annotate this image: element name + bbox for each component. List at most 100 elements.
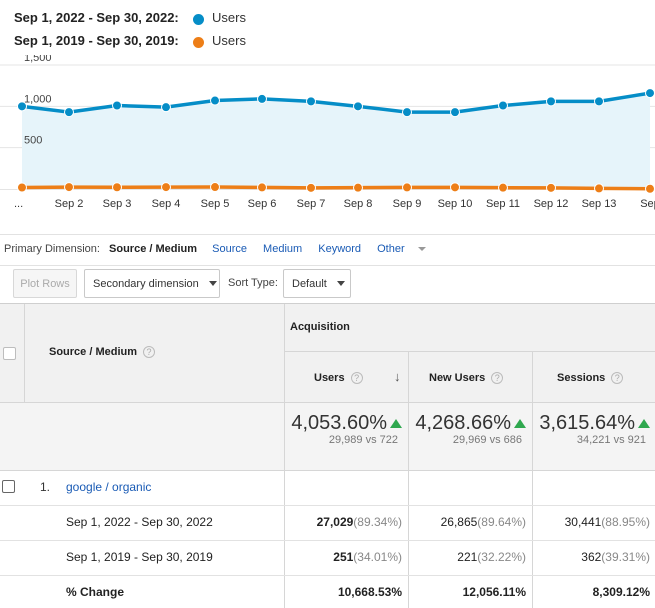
row-index: 1. <box>40 480 51 494</box>
sessions-total-sub: 34,221 vs 921 <box>576 434 646 446</box>
legend-item-current: Sep 1, 2022 - Sep 30, 2022: Users <box>14 10 246 25</box>
data-table: Source / Medium? Acquisition Users? ↓ Ne… <box>0 303 655 608</box>
dimension-source[interactable]: Source <box>212 243 247 255</box>
data-point <box>210 182 220 193</box>
data-point <box>257 93 267 104</box>
divider <box>408 351 409 608</box>
table-cell: 27,029(89.34%) <box>284 515 402 529</box>
divider <box>0 540 655 541</box>
x-tick-label: Sep 8 <box>344 198 373 210</box>
arrow-up-icon <box>638 419 650 429</box>
dimension-medium[interactable]: Medium <box>263 243 303 255</box>
y-tick-label: 500 <box>24 135 42 147</box>
data-point <box>498 100 508 111</box>
sort-type-value: Default <box>292 277 327 290</box>
chevron-down-icon <box>336 281 345 286</box>
primary-dimension-bar: Primary Dimension: Source / Medium Sourc… <box>4 243 446 255</box>
row-checkbox[interactable] <box>2 480 15 493</box>
cell-percent: (32.22%) <box>477 550 526 564</box>
data-point <box>645 88 655 99</box>
data-point <box>64 182 74 193</box>
cell-percent: (34.01%) <box>353 550 402 564</box>
divider <box>0 470 655 471</box>
legend-dot-previous <box>193 37 204 48</box>
cell-percent: (39.31%) <box>601 550 650 564</box>
users-column-label: Users <box>314 372 345 384</box>
help-icon[interactable]: ? <box>143 346 156 359</box>
legend-dot-current <box>193 14 204 25</box>
dimension-other-label: Other <box>377 243 405 255</box>
data-point <box>64 107 74 118</box>
x-tick-label: Sep <box>640 198 655 210</box>
dimension-source-medium[interactable]: Source / Medium <box>109 243 198 255</box>
divider <box>0 505 655 506</box>
data-point <box>112 100 122 111</box>
table-cell: 251(34.01%) <box>284 550 402 564</box>
divider <box>24 304 25 402</box>
data-point <box>17 101 27 112</box>
divider <box>0 575 655 576</box>
sessions-total: 3,615.64% <box>532 412 650 435</box>
legend-range-previous: Sep 1, 2019 - Sep 30, 2019: <box>14 33 179 48</box>
y-tick-label: 1,500 <box>24 55 52 64</box>
sort-descending-icon[interactable]: ↓ <box>394 369 401 384</box>
plot-rows-label: Plot Rows <box>20 277 70 290</box>
x-tick-label: Sep 13 <box>582 198 617 210</box>
source-medium-header[interactable]: Source / Medium? <box>49 346 156 359</box>
help-icon[interactable]: ? <box>491 372 504 385</box>
cell-value: 26,865 <box>440 515 478 529</box>
data-point <box>645 183 655 194</box>
primary-dimension-label: Primary Dimension: <box>4 243 100 255</box>
data-point <box>353 182 363 193</box>
users-column-header[interactable]: Users? <box>314 372 363 385</box>
divider <box>284 351 655 352</box>
cell-percent: (89.64%) <box>477 515 526 529</box>
table-cell: 362(39.31%) <box>532 550 650 564</box>
new-users-total-sub: 29,969 vs 686 <box>452 434 522 446</box>
x-tick-label: ... <box>14 198 23 210</box>
arrow-up-icon <box>390 419 402 429</box>
header-bg <box>0 304 284 402</box>
x-tick-label: Sep 5 <box>201 198 230 210</box>
select-all-checkbox[interactable] <box>3 347 16 360</box>
divider <box>284 304 285 608</box>
cell-percent: (88.95%) <box>601 515 650 529</box>
dimension-keyword[interactable]: Keyword <box>318 243 362 255</box>
users-total-sub: 29,989 vs 722 <box>328 434 398 446</box>
data-point <box>210 95 220 106</box>
table-cell: 26,865(89.64%) <box>408 515 526 529</box>
chevron-down-icon <box>208 281 217 286</box>
dimension-other-dropdown[interactable]: Other <box>377 243 436 255</box>
x-tick-label: Sep 2 <box>55 198 84 210</box>
new-users-column-header[interactable]: New Users? <box>429 372 504 385</box>
x-tick-label: Sep 7 <box>297 198 326 210</box>
data-point <box>306 182 316 193</box>
plot-rows-button[interactable]: Plot Rows <box>13 269 77 298</box>
subrow-date-range: Sep 1, 2019 - Sep 30, 2019 <box>66 550 213 564</box>
data-point <box>17 182 27 193</box>
data-point <box>353 101 363 112</box>
table-cell: 221(32.22%) <box>408 550 526 564</box>
data-point <box>402 107 412 118</box>
data-point <box>161 102 171 113</box>
sort-type-dropdown[interactable]: Default <box>283 269 351 298</box>
table-cell: 30,441(88.95%) <box>532 515 650 529</box>
data-point <box>112 182 122 193</box>
help-icon[interactable]: ? <box>611 372 624 385</box>
legend-metric-previous: Users <box>212 33 246 48</box>
change-row-label: % Change <box>66 585 125 599</box>
secondary-dimension-dropdown[interactable]: Secondary dimension <box>84 269 220 298</box>
divider <box>532 351 533 608</box>
chevron-down-icon <box>417 247 426 252</box>
series-line <box>21 185 651 191</box>
cell-percent: (89.34%) <box>353 515 402 529</box>
sessions-column-header[interactable]: Sessions? <box>557 372 624 385</box>
row-source-medium-link[interactable]: google / organic <box>66 480 152 494</box>
users-line-chart: 1,500 1,000 500... Sep 2 Sep 3 Sep 4 Sep 5 Sep … <box>0 55 655 210</box>
data-point <box>306 96 316 107</box>
y-tick-label: 1,000 <box>24 93 52 105</box>
help-icon[interactable]: ? <box>350 372 363 385</box>
cell-value: 251 <box>333 550 354 564</box>
sessions-total-value: 3,615.64% <box>539 412 635 434</box>
